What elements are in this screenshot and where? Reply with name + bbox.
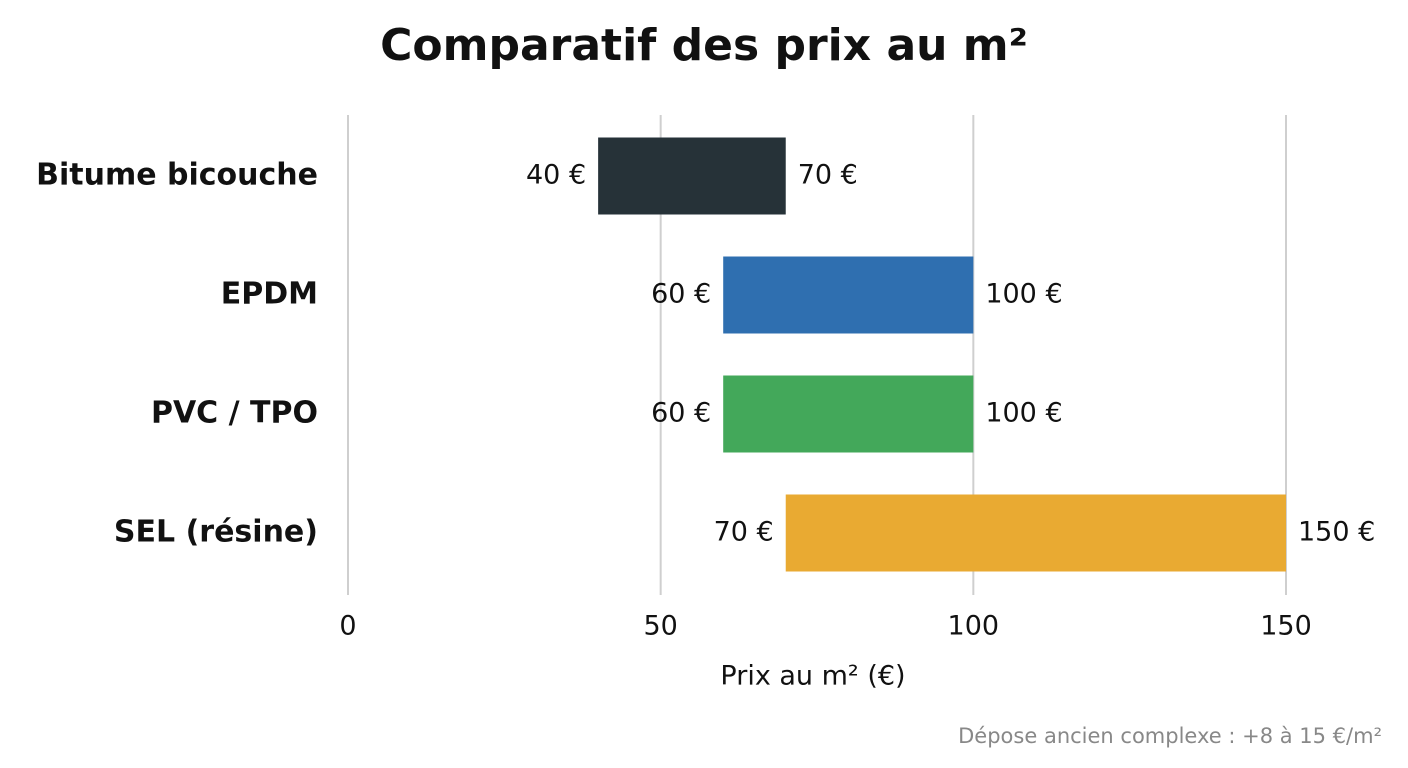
- value-label: 150 €: [1298, 517, 1375, 548]
- y-tick-label: EPDM: [221, 277, 318, 312]
- value-label: 40 €: [526, 160, 586, 191]
- x-tick-label: 150: [1260, 611, 1312, 642]
- chart-title: Comparatif des prix au m²: [380, 20, 1028, 71]
- footnote: Dépose ancien complexe : +8 à 15 €/m²: [958, 724, 1382, 748]
- y-tick-label: Bitume bicouche: [36, 158, 318, 193]
- value-label: 70 €: [798, 160, 858, 191]
- value-label: 60 €: [651, 398, 711, 429]
- value-label: 100 €: [985, 279, 1062, 310]
- bar: [598, 137, 786, 215]
- x-tick-label: 100: [948, 611, 1000, 642]
- value-label: 70 €: [714, 517, 774, 548]
- value-label: 60 €: [651, 279, 711, 310]
- x-axis-label: Prix au m² (€): [720, 661, 905, 692]
- bar: [723, 375, 974, 453]
- bar: [723, 256, 974, 334]
- value-label: 100 €: [985, 398, 1062, 429]
- x-tick-label: 50: [643, 611, 677, 642]
- x-tick-label: 0: [339, 611, 356, 642]
- y-tick-label: PVC / TPO: [151, 396, 318, 431]
- bar: [785, 494, 1286, 572]
- y-tick-label: SEL (résine): [114, 515, 318, 550]
